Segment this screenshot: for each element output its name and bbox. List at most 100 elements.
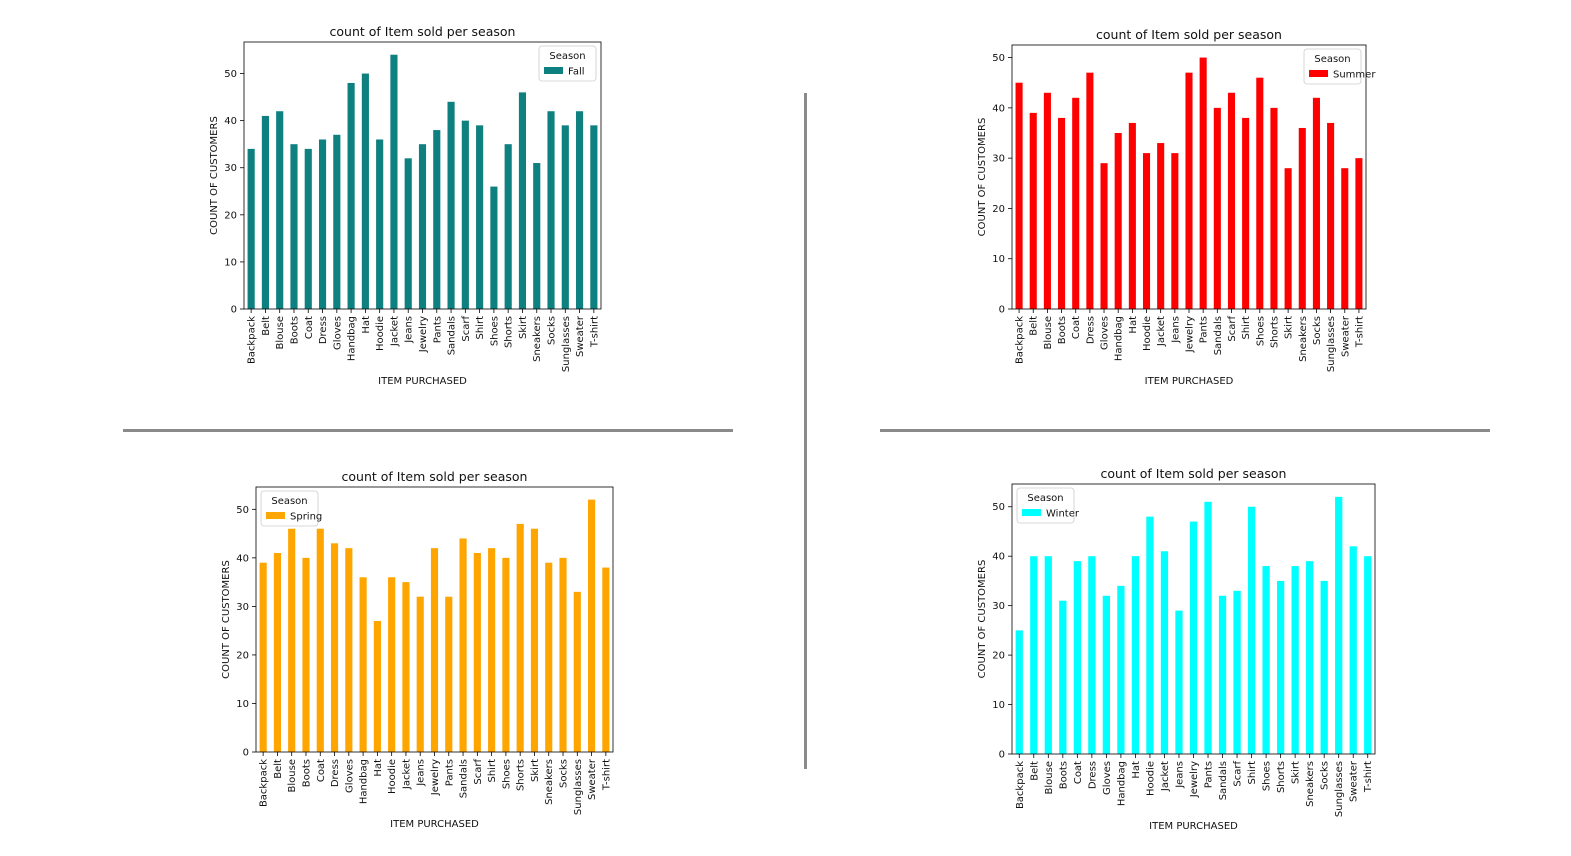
bar-sneakers (545, 562, 553, 752)
x-tick-label-shoes: Shoes (1255, 316, 1266, 346)
y-tick-label: 50 (224, 69, 237, 80)
bar-boots (1058, 117, 1066, 309)
x-tick-label-sunglasses: Sunglasses (573, 759, 584, 815)
bar-scarf (473, 553, 481, 752)
x-tick-label-backpack: Backpack (247, 316, 258, 364)
x-tick-label-skirt: Skirt (518, 316, 529, 339)
x-tick-label-handbag: Handbag (347, 316, 358, 361)
bar-blouse (1044, 556, 1052, 754)
y-tick-label: 40 (992, 552, 1005, 563)
bar-skirt (518, 92, 527, 309)
bar-socks (559, 557, 567, 752)
legend-title: Season (1027, 493, 1063, 504)
bar-sunglasses (1327, 122, 1335, 309)
legend-title: Season (549, 51, 585, 62)
bar-shirt (1242, 117, 1250, 309)
bar-sandals (459, 538, 467, 752)
bar-socks (1312, 97, 1320, 309)
y-tick-label: 20 (236, 650, 249, 661)
x-tick-label-shirt: Shirt (1247, 761, 1258, 785)
y-axis-label: COUNT OF CUSTOMERS (209, 116, 220, 235)
bar-shoes (1262, 566, 1270, 754)
bar-sandals (447, 101, 455, 309)
x-tick-label-belt: Belt (1029, 761, 1040, 781)
y-tick-label: 50 (236, 505, 249, 516)
bar-blouse (276, 111, 284, 309)
x-tick-label-backpack: Backpack (1015, 761, 1026, 809)
x-tick-label-t-shirt: T-shirt (589, 316, 600, 348)
bar-boots (290, 144, 298, 309)
y-tick-label: 30 (992, 601, 1005, 612)
bar-socks (547, 111, 555, 309)
x-tick-label-sandals: Sandals (459, 759, 470, 798)
x-tick-label-coat: Coat (1073, 761, 1084, 784)
x-tick-label-socks: Socks (1320, 761, 1331, 790)
y-tick-label: 40 (236, 553, 249, 564)
x-tick-label-hat: Hat (373, 759, 384, 777)
x-tick-label-sunglasses: Sunglasses (1334, 761, 1345, 817)
x-tick-label-sneakers: Sneakers (1298, 316, 1309, 362)
horizontal-divider-left (123, 429, 733, 432)
bar-jeans (404, 158, 412, 309)
bar-handbag (1114, 133, 1122, 309)
bar-gloves (1100, 163, 1108, 309)
bar-coat (304, 148, 312, 309)
legend: Season Fall (538, 45, 597, 82)
bar-blouse (288, 528, 296, 752)
legend-item-label: Summer (1333, 70, 1376, 81)
legend-title: Season (271, 496, 307, 507)
x-tick-label-hat: Hat (361, 316, 372, 334)
bar-jacket (402, 582, 410, 752)
x-tick-label-belt: Belt (1029, 316, 1040, 336)
bar-shorts (1276, 580, 1285, 754)
bar-pants (433, 130, 441, 309)
bar-skirt (530, 528, 539, 752)
x-tick-label-shoes: Shoes (489, 316, 500, 346)
bar-jewelry (1189, 521, 1198, 754)
bar-belt (1030, 556, 1038, 754)
bar-shoes (490, 186, 498, 309)
x-tick-label-scarf: Scarf (473, 759, 484, 785)
bar-dress (1086, 72, 1094, 309)
x-tick-label-shirt: Shirt (1241, 316, 1252, 340)
x-tick-label-socks: Socks (559, 759, 570, 788)
bar-boots (302, 557, 310, 752)
y-axis-label: COUNT OF CUSTOMERS (977, 560, 988, 679)
x-tick-label-coat: Coat (304, 316, 315, 339)
x-tick-label-shorts: Shorts (504, 316, 515, 348)
x-tick-label-belt: Belt (261, 316, 272, 336)
bar-gloves (345, 548, 353, 752)
x-tick-label-pants: Pants (1199, 316, 1210, 343)
x-tick-label-shorts: Shorts (516, 759, 527, 791)
x-axis-label: ITEM PURCHASED (1145, 376, 1234, 387)
bar-hoodie (376, 139, 384, 309)
bar-handbag (359, 577, 367, 752)
chart-title: count of Item sold per season (342, 469, 528, 484)
bar-skirt (1284, 168, 1292, 309)
bar-jewelry (1185, 72, 1193, 309)
x-tick-label-shorts: Shorts (1276, 761, 1287, 793)
x-tick-label-hat: Hat (1131, 761, 1142, 779)
bar-belt (1029, 112, 1037, 309)
x-axis-label: ITEM PURCHASED (378, 376, 467, 387)
x-tick-label-dress: Dress (330, 759, 341, 787)
bar-belt (273, 553, 281, 752)
x-tick-label-jeans: Jeans (1174, 761, 1185, 789)
x-tick-label-gloves: Gloves (1102, 761, 1113, 795)
y-tick-label: 10 (992, 254, 1005, 265)
y-tick-label: 50 (992, 502, 1005, 513)
x-tick-label-pants: Pants (1204, 761, 1215, 788)
bar-jacket (1157, 143, 1165, 309)
y-tick-label: 0 (999, 305, 1005, 316)
bar-shoes (1256, 77, 1264, 309)
x-tick-label-scarf: Scarf (461, 316, 472, 342)
bar-sneakers (1306, 561, 1314, 754)
x-tick-label-blouse: Blouse (287, 759, 298, 792)
bar-pants (1204, 501, 1212, 754)
x-tick-label-sweater: Sweater (575, 315, 586, 357)
bar-pants (445, 596, 453, 752)
x-tick-label-boots: Boots (301, 759, 312, 787)
x-tick-label-jewelry: Jewelry (1185, 316, 1196, 353)
